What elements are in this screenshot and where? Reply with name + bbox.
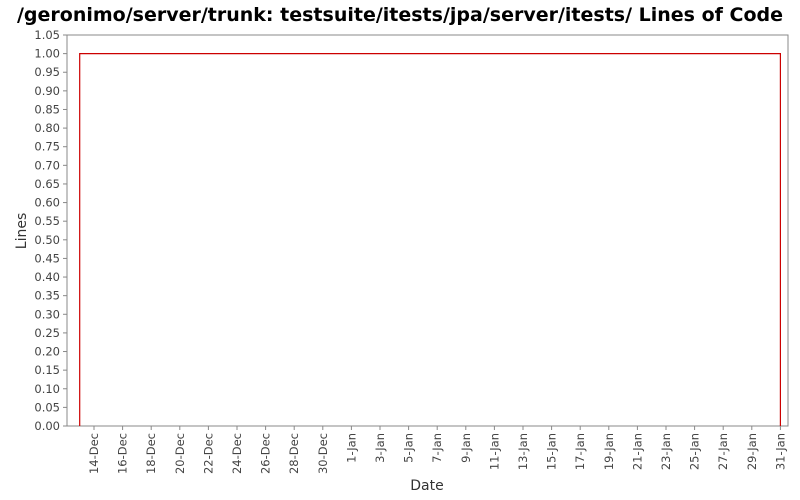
- x-axis: 14-Dec 16-Dec 18-Dec 20-Dec 22-Dec 24-Dec 26-D…: [87, 426, 787, 474]
- x-tick-label: 14-Dec: [87, 433, 101, 474]
- y-tick-label: 0.85: [34, 102, 60, 116]
- x-tick-label: 17-Jan: [573, 433, 587, 470]
- x-tick-label: 25-Jan: [688, 433, 702, 470]
- y-axis-label: Lines: [14, 213, 30, 249]
- x-tick-label: 26-Dec: [259, 433, 273, 474]
- x-tick-label: 18-Dec: [144, 433, 158, 474]
- plot-area: [66, 34, 789, 427]
- y-tick-label: 0.10: [34, 382, 60, 396]
- x-tick-label: 9-Jan: [459, 433, 473, 463]
- x-axis-label: Date: [410, 478, 443, 494]
- x-tick-label: 20-Dec: [173, 433, 187, 474]
- x-tick-label: 15-Jan: [545, 433, 559, 470]
- y-tick-label: 0.05: [34, 400, 60, 414]
- x-tick-label: 16-Dec: [116, 433, 130, 474]
- x-tick-label: 23-Jan: [659, 433, 673, 470]
- y-tick-label: 0.50: [34, 233, 60, 247]
- y-tick-label: 0.60: [34, 196, 60, 210]
- x-tick-label: 29-Jan: [745, 433, 759, 470]
- chart-title: /geronimo/server/trunk: testsuite/itests…: [17, 4, 783, 26]
- x-tick-label: 11-Jan: [487, 433, 501, 470]
- x-tick-label: 7-Jan: [430, 433, 444, 463]
- y-tick-label: 0.15: [34, 363, 60, 377]
- y-tick-label: 0.45: [34, 251, 60, 265]
- x-tick-label: 30-Dec: [316, 433, 330, 474]
- y-tick-label: 0.40: [34, 270, 60, 284]
- x-tick-label: 3-Jan: [373, 433, 387, 463]
- x-tick-label: 13-Jan: [516, 433, 530, 470]
- y-tick-label: 0.30: [34, 307, 60, 321]
- x-tick-label: 5-Jan: [402, 433, 416, 463]
- series-layer: [79, 53, 782, 426]
- x-tick-label: 28-Dec: [287, 433, 301, 474]
- y-tick-label: 0.70: [34, 158, 60, 172]
- x-tick-label: 31-Jan: [773, 433, 787, 470]
- y-tick-label: 0.25: [34, 326, 60, 340]
- y-tick-label: 0.35: [34, 289, 60, 303]
- y-tick-label: 0.80: [34, 121, 60, 135]
- y-axis: 0.00 0.05 0.10 0.15 0.20 0.25 0.30 0.35 0.40 0.45…: [34, 28, 67, 433]
- x-tick-label: 27-Jan: [716, 433, 730, 470]
- x-tick-label: 19-Jan: [602, 433, 616, 470]
- x-tick-label: 22-Dec: [201, 433, 215, 474]
- y-tick-label: 0.75: [34, 140, 60, 154]
- y-tick-label: 0.00: [34, 419, 60, 433]
- y-tick-label: 1.00: [34, 47, 60, 61]
- y-tick-label: 0.95: [34, 65, 60, 79]
- x-tick-label: 24-Dec: [230, 433, 244, 474]
- y-tick-label: 0.55: [34, 214, 60, 228]
- x-tick-label: 21-Jan: [630, 433, 644, 470]
- series-line: [79, 53, 782, 426]
- y-tick-label: 0.65: [34, 177, 60, 191]
- y-tick-label: 0.20: [34, 345, 60, 359]
- x-tick-label: 1-Jan: [344, 433, 358, 463]
- y-tick-label: 1.05: [34, 28, 60, 42]
- y-tick-label: 0.90: [34, 84, 60, 98]
